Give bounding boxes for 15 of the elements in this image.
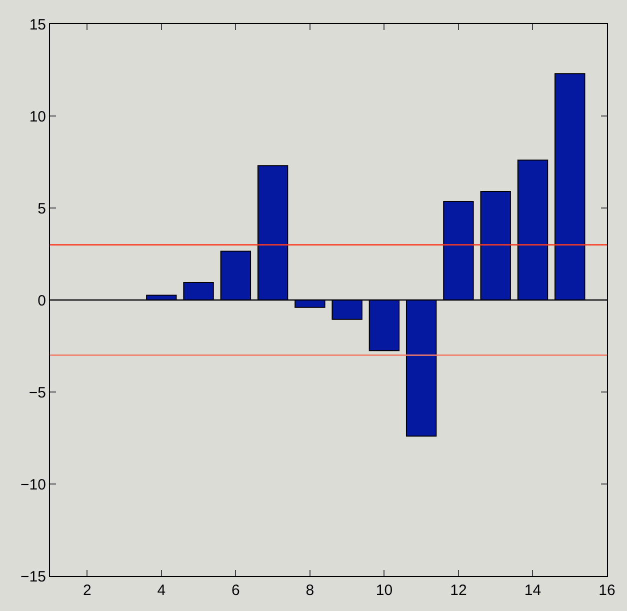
x-tick-label: 2 [82, 582, 92, 599]
y-tick-label: −15 [20, 568, 46, 586]
y-tick-label: 10 [29, 108, 46, 126]
y-tick-label: −10 [20, 476, 46, 494]
x-tick-label: 12 [450, 582, 467, 599]
x-tick-label: 16 [598, 582, 616, 599]
x-tick-label: 14 [524, 582, 542, 599]
y-tick-label: −5 [28, 384, 46, 402]
y-tick-label: 5 [38, 200, 46, 218]
y-tick-label: 15 [29, 16, 46, 34]
x-tick-label: 6 [232, 582, 240, 599]
y-tick-label: 0 [38, 292, 46, 310]
x-tick-label: 4 [157, 582, 166, 599]
x-tick-label: 8 [306, 582, 314, 599]
x-tick-label: 10 [376, 582, 393, 599]
